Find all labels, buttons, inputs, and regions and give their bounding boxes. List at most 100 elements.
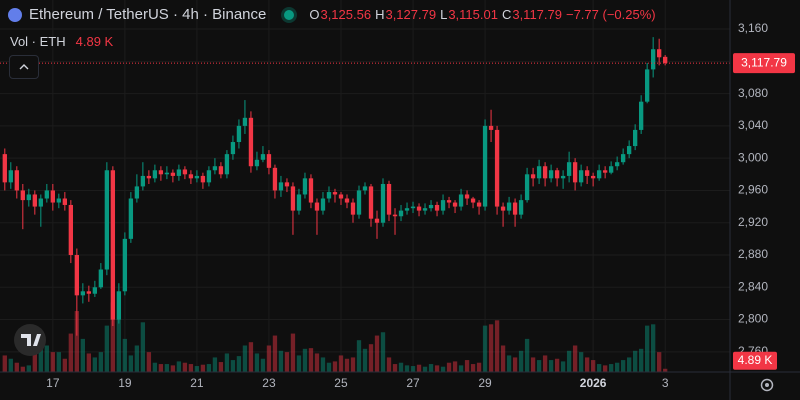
- candle-body: [32, 194, 37, 207]
- candle-body: [254, 159, 260, 167]
- tradingview-logo-mark: [21, 334, 41, 346]
- volume-bar: [506, 355, 512, 372]
- candle-body: [614, 162, 620, 167]
- volume-bar: [398, 362, 404, 372]
- candle-body: [44, 190, 49, 199]
- field-key: L: [440, 7, 448, 22]
- volume-bar: [236, 356, 242, 372]
- settings-icon: [760, 378, 774, 392]
- candle-body: [422, 208, 428, 211]
- volume-bar: [92, 357, 98, 372]
- volume-bar: [386, 357, 392, 372]
- candle-body: [158, 170, 164, 175]
- volume-bar: [80, 338, 86, 372]
- volume-bar: [332, 361, 338, 372]
- candle-body: [350, 202, 356, 215]
- volume-bar: [296, 355, 302, 372]
- volume-bar: [452, 361, 458, 372]
- volume-bar: [326, 362, 332, 372]
- candle-body: [416, 206, 422, 211]
- candle-body: [170, 172, 176, 176]
- candle-body: [110, 170, 116, 320]
- volume-bar: [290, 333, 296, 372]
- volume-bar: [524, 338, 530, 372]
- candle-body: [374, 218, 380, 223]
- volume-value: 4.89 K: [75, 34, 114, 49]
- volume-bar: [374, 335, 380, 372]
- volume-bar: [158, 364, 164, 372]
- volume-bar: [657, 352, 662, 372]
- x-tick-label: 3: [662, 376, 669, 390]
- volume-bar: [434, 365, 440, 372]
- candle-body: [464, 194, 470, 199]
- volume-bar: [356, 340, 362, 372]
- volume-bar: [518, 350, 524, 372]
- y-tick-label: 3,000: [738, 150, 768, 164]
- volume-bar: [308, 348, 314, 372]
- candle-body: [266, 154, 272, 168]
- collapse-button[interactable]: [9, 55, 39, 79]
- candle-body: [332, 192, 338, 195]
- volume-bar: [260, 358, 266, 372]
- volume-bar: [470, 364, 476, 372]
- candle-body: [482, 125, 488, 207]
- volume-bar: [494, 320, 500, 372]
- candle-body: [80, 291, 86, 296]
- chevron-icon: [19, 64, 29, 70]
- volume-bar: [284, 352, 290, 372]
- candle-body: [530, 174, 536, 179]
- volume-legend: Vol · ETH 4.89 K: [10, 34, 113, 49]
- candle-body: [260, 154, 266, 160]
- candle-body: [56, 198, 61, 203]
- volume-bar: [320, 357, 326, 372]
- volume-bar: [530, 357, 536, 372]
- coin-icon: [8, 7, 22, 22]
- candle-body: [428, 204, 434, 209]
- candle-body: [128, 198, 134, 239]
- price-change: −7.77 (−0.25%): [565, 7, 656, 22]
- candle-body: [620, 154, 626, 163]
- volume-bar: [206, 364, 212, 372]
- candle-body: [116, 291, 122, 320]
- candle-body: [518, 200, 524, 215]
- volume-bar: [278, 350, 284, 372]
- candle-body: [572, 162, 578, 183]
- candle-body: [410, 206, 416, 209]
- volume-bar: [2, 355, 7, 372]
- candle-body: [146, 175, 152, 179]
- candle-body: [590, 175, 596, 179]
- candle-body: [560, 175, 566, 179]
- y-tick-label: 2,920: [738, 215, 768, 229]
- candle-body: [176, 169, 182, 176]
- ohlc-fields: O 3,125.56 H 3,127.79 L 3,115.01 C 3,117.79: [306, 7, 562, 22]
- volume-bar: [98, 352, 104, 372]
- candle-body: [470, 198, 476, 203]
- candle-body: [566, 162, 572, 176]
- candle-body: [584, 170, 590, 176]
- settings-button[interactable]: [760, 378, 774, 392]
- candle-body: [380, 183, 386, 223]
- x-tick-label: 19: [118, 376, 132, 390]
- candle-body: [194, 175, 200, 179]
- candle-body: [542, 166, 548, 179]
- volume-bar: [248, 342, 254, 372]
- field-key: O: [309, 7, 320, 22]
- candle-body: [242, 117, 248, 126]
- candle-body: [14, 170, 19, 191]
- candle-body: [476, 202, 482, 207]
- candle-body: [512, 202, 518, 215]
- volume-bar: [536, 360, 542, 372]
- candle-body: [392, 214, 398, 217]
- candle-body: [122, 238, 128, 292]
- candle-body: [650, 49, 656, 70]
- volume-bar: [68, 333, 73, 372]
- volume-bar: [422, 366, 428, 372]
- candle-body: [152, 170, 158, 179]
- candle-body: [272, 167, 278, 191]
- volume-bar: [602, 365, 608, 372]
- candle-body: [308, 178, 314, 203]
- volume-bar: [560, 361, 566, 372]
- candle-body: [38, 198, 43, 207]
- candle-body: [657, 49, 662, 58]
- volume-bar: [663, 368, 668, 372]
